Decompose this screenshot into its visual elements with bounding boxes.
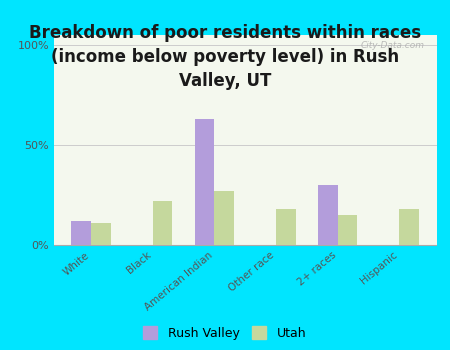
Bar [72, 221, 91, 245]
Bar [338, 215, 357, 245]
Bar [195, 119, 214, 245]
Bar [276, 209, 296, 245]
Bar [214, 191, 234, 245]
Bar [318, 185, 338, 245]
Text: City-Data.com: City-Data.com [361, 41, 425, 50]
Bar [91, 223, 111, 245]
Text: Breakdown of poor residents within races
(income below poverty level) in Rush
Va: Breakdown of poor residents within races… [29, 25, 421, 90]
Legend: Rush Valley, Utah: Rush Valley, Utah [143, 327, 307, 340]
Bar [400, 209, 419, 245]
Bar [153, 201, 172, 245]
